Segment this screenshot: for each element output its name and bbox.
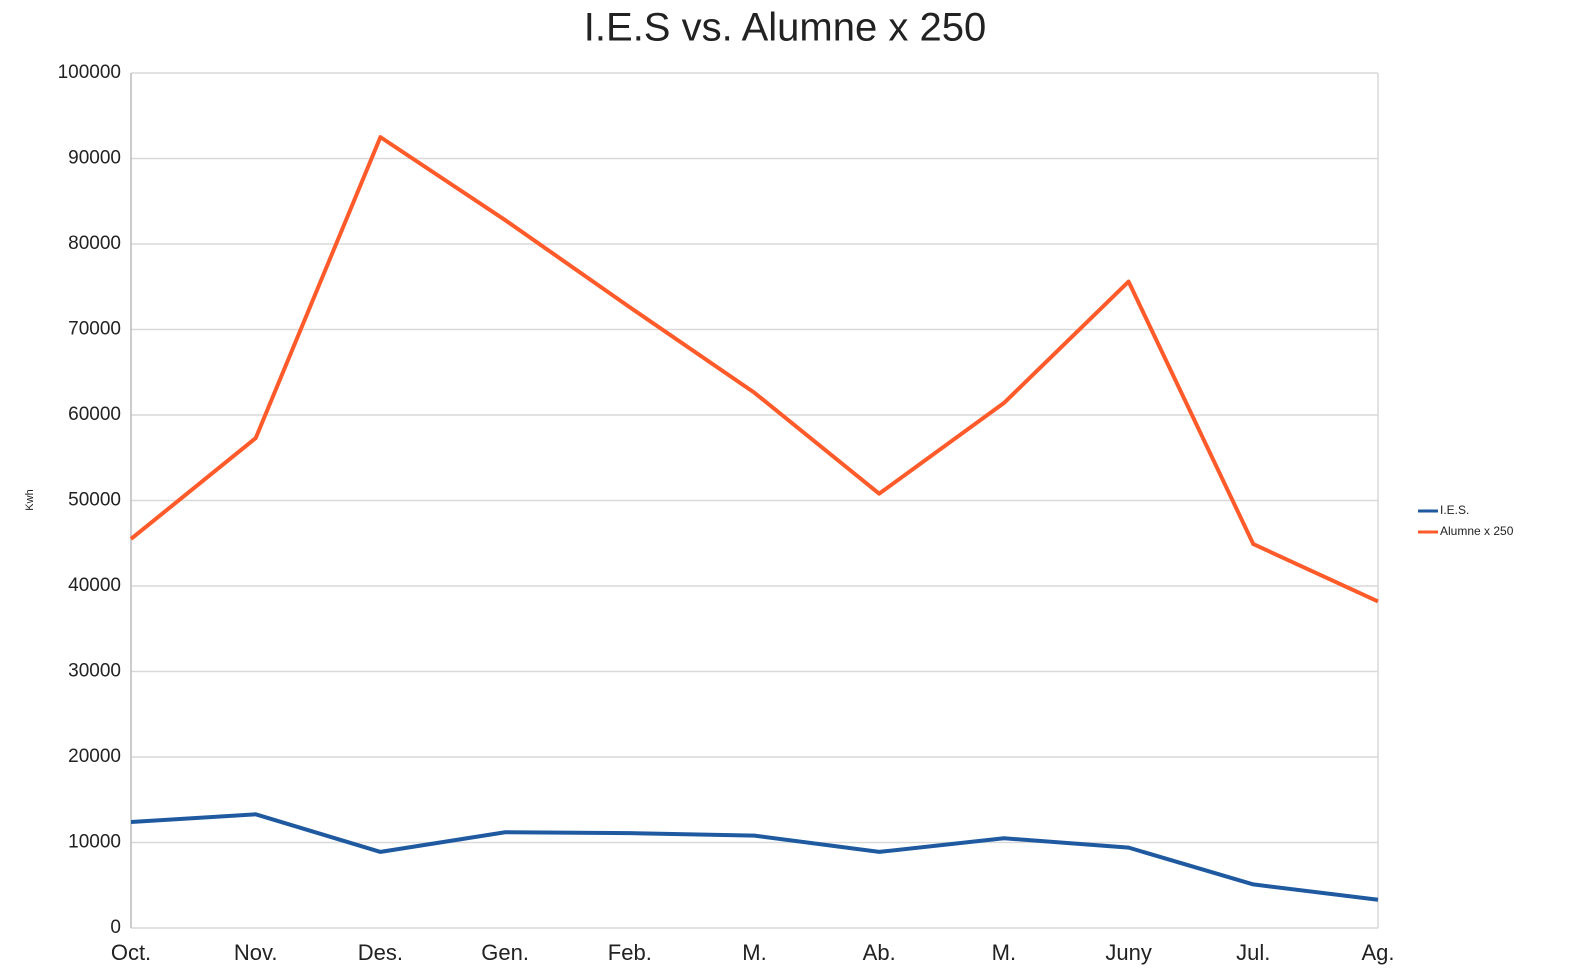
x-tick-label: Ag. [1361, 940, 1394, 965]
x-tick-label: Jul. [1236, 940, 1270, 965]
series-line [129, 135, 1379, 604]
y-tick-label: 90000 [68, 148, 121, 169]
y-tick-label: 70000 [68, 319, 121, 340]
x-tick-label: Feb. [608, 940, 652, 965]
y-tick-label: 50000 [68, 490, 121, 511]
x-tick-label: M. [992, 940, 1016, 965]
x-tick-label: Nov. [234, 940, 278, 965]
y-tick-label: 80000 [68, 233, 121, 254]
y-tick-label: 40000 [68, 575, 121, 596]
series-line [130, 812, 1379, 902]
x-tick-label: Oct. [111, 940, 151, 965]
y-tick-label: 10000 [68, 832, 121, 853]
chart-title: I.E.S vs. Alumne x 250 [584, 6, 986, 50]
x-tick-label: Des. [358, 940, 403, 965]
y-tick-label: 60000 [68, 404, 121, 425]
y-tick-label: 20000 [68, 746, 121, 767]
x-tick-label: Ab. [863, 940, 896, 965]
y-tick-label: 0 [110, 917, 121, 938]
x-tick-label: Gen. [481, 940, 529, 965]
y-axis-label: Kwh [24, 489, 36, 510]
y-tick-label: 30000 [68, 661, 121, 682]
legend-label: I.E.S. [1440, 503, 1469, 517]
x-tick-label: M. [742, 940, 766, 965]
y-tick-label: 100000 [58, 62, 121, 83]
legend-label: Alumne x 250 [1440, 524, 1514, 538]
x-tick-label: Juny [1105, 940, 1151, 965]
